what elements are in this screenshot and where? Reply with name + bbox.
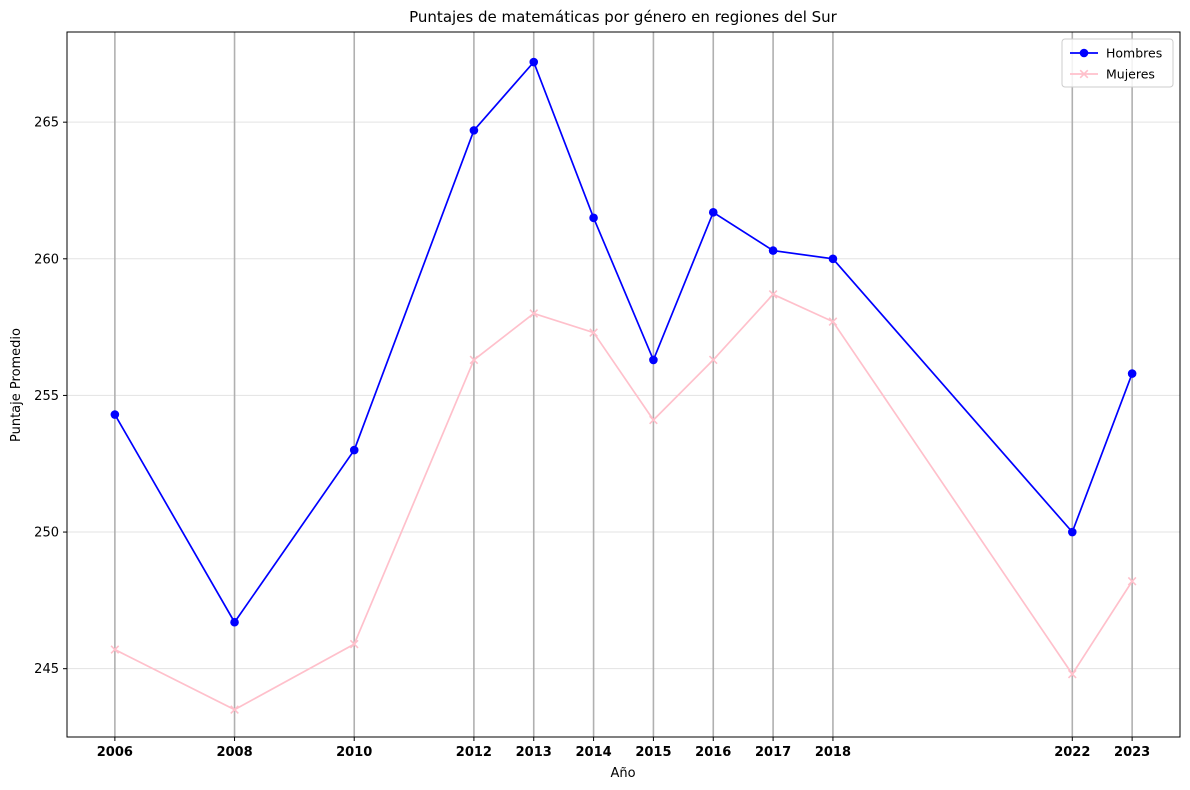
data-point: [230, 617, 239, 627]
data-point: [828, 317, 838, 327]
x-tick-label: 2017: [755, 745, 791, 760]
data-point: [349, 445, 359, 455]
grid: [67, 32, 1180, 737]
data-point: [529, 57, 539, 67]
data-point: [589, 213, 598, 223]
series-layer: [110, 57, 1137, 715]
data-point: [589, 328, 598, 337]
series-mujeres: [110, 289, 1137, 715]
data-point: [708, 355, 718, 365]
legend-box: [1061, 38, 1174, 88]
data-point: [649, 415, 658, 425]
data-point: [768, 246, 778, 255]
series-hombres: [110, 57, 1137, 627]
x-tick-label: 2008: [216, 745, 252, 760]
data-point: [110, 410, 120, 419]
x-tick-label: 2014: [575, 745, 611, 760]
y-tick-label: 255: [34, 389, 59, 404]
legend-label: Mujeres: [1106, 67, 1155, 82]
data-point: [469, 355, 479, 365]
y-tick-label: 260: [34, 252, 59, 267]
legend-marker: [1079, 69, 1089, 79]
data-point: [708, 208, 718, 217]
x-tick-label: 2023: [1114, 745, 1150, 760]
x-tick-label: 2015: [635, 745, 671, 760]
x-tick-label: 2018: [815, 745, 851, 760]
legend-marker: [1079, 48, 1089, 58]
plot-area: [66, 31, 1181, 738]
data-point: [469, 126, 479, 135]
data-point: [1067, 669, 1077, 679]
axes: 245 250 255 260 265 2006 2008 2010 2012 2013 2014 2…: [34, 116, 1150, 760]
series-line: [114, 60, 1133, 624]
legend-item: Mujeres: [1070, 67, 1155, 82]
x-tick-label: 2012: [456, 745, 492, 760]
legend-item: Hombres: [1070, 46, 1162, 61]
data-point: [1127, 576, 1137, 586]
data-point: [110, 645, 120, 654]
x-tick-label: 2006: [97, 745, 133, 760]
y-tick-label: 265: [34, 116, 59, 131]
data-point: [529, 309, 539, 318]
data-point: [649, 355, 658, 365]
data-point: [230, 705, 239, 715]
legend: Hombres Mujeres: [1061, 38, 1174, 88]
y-tick-label: 245: [34, 662, 59, 677]
series-line: [114, 293, 1133, 711]
x-axis-label: Año: [610, 766, 635, 781]
data-point: [768, 289, 778, 299]
x-tick-label: 2022: [1054, 745, 1090, 760]
data-point: [1127, 369, 1137, 378]
chart-title: Puntajes de matemáticas por género en re…: [409, 8, 838, 26]
x-tick-label: 2013: [516, 745, 552, 760]
data-point: [828, 254, 838, 264]
data-point: [349, 639, 359, 649]
data-point: [1067, 527, 1077, 537]
y-axis-label: Puntaje Promedio: [9, 328, 24, 442]
x-tick-label: 2016: [695, 745, 731, 760]
legend-label: Hombres: [1106, 46, 1162, 61]
y-tick-label: 250: [34, 526, 59, 541]
x-tick-label: 2010: [336, 745, 372, 760]
